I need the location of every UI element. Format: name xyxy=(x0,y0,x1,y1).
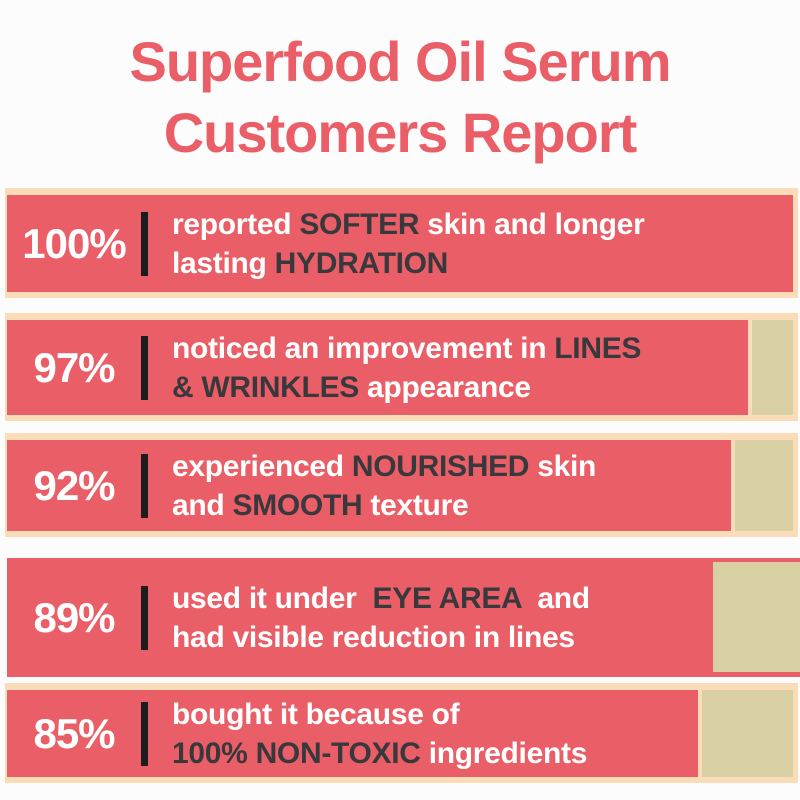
stat-text-segment: noticed an improvement in xyxy=(172,331,555,365)
stat-text-segment: reported xyxy=(172,207,300,241)
stat-text: noticed an improvement in LINES & WRINKLE… xyxy=(172,329,641,407)
title-line-1: Superfood Oil Serum xyxy=(129,30,671,93)
stat-percent: 92% xyxy=(33,461,115,509)
stat-percent: 97% xyxy=(33,343,115,391)
stat-text-emphasis: NOURISHED xyxy=(351,449,530,483)
stat-bar: 85% bought it because of 100% NON-TOXIC i… xyxy=(7,690,793,777)
divider-line xyxy=(141,585,148,650)
bar-fill xyxy=(7,195,793,292)
page-title: Superfood Oil Serum Customers Report xyxy=(0,26,800,168)
stat-text-segment: experienced xyxy=(172,449,352,483)
bar-remainder xyxy=(701,690,793,777)
bar-fill xyxy=(7,440,731,531)
stat-text-segment: bought it because of xyxy=(172,697,460,731)
stat-text-emphasis: 100% NON-TOXIC xyxy=(172,736,421,770)
stat-text-emphasis: & WRINKLES xyxy=(172,370,359,404)
stat-row: 100% reported SOFTER skin and longer last… xyxy=(5,188,798,298)
stat-percent: 100% xyxy=(22,219,126,267)
stat-bar: 92% experienced NOURISHED skin and SMOOTH… xyxy=(7,440,793,531)
bar-fill xyxy=(7,320,749,415)
stat-bar: 89% used it under EYE AREA and had visibl… xyxy=(7,558,800,677)
bar-content: 92% experienced NOURISHED skin and SMOOTH… xyxy=(7,440,793,531)
stat-text-segment: and xyxy=(172,488,233,522)
divider-line xyxy=(141,453,148,518)
stat-row: 85% bought it because of 100% NON-TOXIC i… xyxy=(5,683,798,783)
bar-content: 100% reported SOFTER skin and longer last… xyxy=(7,195,793,292)
bar-fill xyxy=(7,690,698,777)
stat-text-emphasis: LINES xyxy=(554,331,642,365)
bar-remainder xyxy=(734,440,793,531)
stat-text: experienced NOURISHED skin and SMOOTH tex… xyxy=(172,447,596,525)
stat-text-segment: skin and longer xyxy=(419,207,645,241)
stat-row: 89% used it under EYE AREA and had visibl… xyxy=(7,558,800,677)
divider-line xyxy=(141,335,148,400)
stat-text: used it under EYE AREA and had visible re… xyxy=(172,579,590,657)
divider-line xyxy=(141,211,148,276)
stat-text-emphasis: SOFTER xyxy=(299,207,420,241)
stat-text-segment: texture xyxy=(362,488,469,522)
stat-text-segment: skin xyxy=(529,449,597,483)
stat-text-segment: ingredients xyxy=(420,736,588,770)
bar-content: 97% noticed an improvement in LINES & WRI… xyxy=(7,320,793,415)
stat-text-segment: lasting xyxy=(172,246,275,280)
stat-text-segment: used it under xyxy=(172,581,365,615)
stat-row: 97% noticed an improvement in LINES & WRI… xyxy=(5,313,798,421)
bar-fill xyxy=(7,558,800,677)
stat-percent: 89% xyxy=(33,593,115,641)
stat-bar: 97% noticed an improvement in LINES & WRI… xyxy=(7,320,793,415)
stat-text: bought it because of 100% NON-TOXIC ingre… xyxy=(172,695,587,773)
bar-content: 85% bought it because of 100% NON-TOXIC i… xyxy=(7,690,793,777)
divider-line xyxy=(141,701,148,766)
bar-content: 89% used it under EYE AREA and had visibl… xyxy=(7,558,800,677)
title-line-2: Customers Report xyxy=(163,101,638,164)
stat-text: reported SOFTER skin and longer lasting H… xyxy=(172,205,645,283)
stat-text-segment: appearance xyxy=(359,370,531,404)
stat-row: 92% experienced NOURISHED skin and SMOOTH… xyxy=(5,433,798,537)
stat-text-emphasis: SMOOTH xyxy=(232,488,363,522)
bar-remainder xyxy=(752,320,793,415)
stat-text-emphasis: HYDRATION xyxy=(274,246,449,280)
stat-text-emphasis: EYE AREA xyxy=(364,581,530,615)
bar-remainder xyxy=(712,562,800,672)
stat-text-segment: and xyxy=(529,581,590,615)
stat-percent: 85% xyxy=(33,709,115,757)
stat-bar: 100% reported SOFTER skin and longer last… xyxy=(7,195,793,292)
stat-text-segment: had visible reduction in lines xyxy=(172,620,575,654)
